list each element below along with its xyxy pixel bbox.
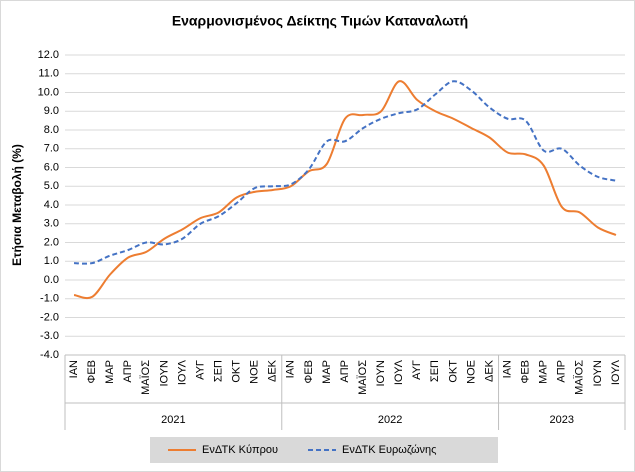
x-tick-label: ΙΑΝ (285, 360, 297, 378)
x-tick-label: ΑΠΡ (122, 360, 134, 383)
y-tick-label: 7.0 (44, 143, 59, 155)
legend-label: ΕνΔΤΚ Ευρωζώνης (342, 444, 436, 456)
x-tick-label: ΜΑΪΟΣ (357, 360, 369, 395)
y-tick-label: 0.0 (44, 274, 59, 286)
x-tick-label: ΙΟΥΝ (375, 360, 387, 387)
y-tick-label: 9.0 (44, 105, 59, 117)
x-tick-label: ΙΟΥΝ (158, 360, 170, 387)
y-tick-label: 12.0 (38, 49, 59, 61)
legend-label: ΕνΔΤΚ Κύπρου (202, 444, 278, 456)
y-tick-label: 2.0 (44, 236, 59, 248)
y-tick-label: -1.0 (40, 293, 59, 305)
x-tick-label: ΔΕΚ (267, 359, 279, 382)
x-tick-label: ΜΑΡ (321, 360, 333, 384)
x-tick-label: ΦΕΒ (520, 360, 532, 383)
y-tick-label: -2.0 (40, 311, 59, 323)
x-tick-label: ΙΑΝ (68, 360, 80, 378)
x-tick-label: ΦΕΒ (86, 360, 98, 383)
y-tick-label: 1.0 (44, 255, 59, 267)
chart-title: Εναρμονισμένος Δείκτης Τιμών Καταναλωτή (172, 13, 468, 29)
y-axis-title: Ετήσια Μεταβολή (%) (10, 144, 24, 266)
y-tick-label: 4.0 (44, 199, 59, 211)
x-tick-label: ΝΟΕ (249, 360, 261, 384)
y-tick-label: 10.0 (38, 86, 59, 98)
x-tick-label: ΟΚΤ (231, 360, 243, 383)
x-tick-label: ΑΥΓ (411, 360, 423, 380)
x-tick-label: ΑΠΡ (339, 360, 351, 383)
x-tick-label: ΑΥΓ (194, 360, 206, 380)
x-tick-label: ΙΟΥΛ (176, 359, 188, 385)
series-line (73, 80, 617, 300)
x-tick-label: ΜΑΪΟΣ (140, 360, 152, 395)
y-tick-label: 8.0 (44, 124, 59, 136)
x-group-label: 2022 (378, 414, 402, 426)
x-group-label: 2021 (161, 414, 185, 426)
x-tick-label: ΙΟΥΝ (592, 360, 604, 387)
x-tick-label: ΙΟΥΛ (393, 359, 405, 385)
x-tick-label: ΜΑΡ (538, 360, 550, 384)
x-tick-label: ΝΟΕ (465, 360, 477, 384)
x-tick-label: ΟΚΤ (447, 360, 459, 383)
x-tick-label: ΙΟΥΛ (610, 359, 622, 385)
x-group-label: 2023 (550, 414, 574, 426)
y-tick-label: -3.0 (40, 330, 59, 342)
x-tick-label: ΙΑΝ (501, 360, 513, 378)
x-tick-label: ΔΕΚ (483, 359, 495, 382)
x-tick-label: ΜΑΡ (104, 360, 116, 384)
y-tick-label: 3.0 (44, 218, 59, 230)
x-tick-label: ΜΑΪΟΣ (574, 360, 586, 395)
y-tick-label: 11.0 (38, 68, 59, 80)
y-tick-label: -4.0 (40, 349, 59, 361)
y-tick-label: 5.0 (44, 180, 59, 192)
series-line (74, 80, 617, 265)
x-tick-label: ΑΠΡ (556, 360, 568, 383)
x-tick-label: ΣΕΠ (212, 360, 224, 382)
x-tick-label: ΣΕΠ (429, 360, 441, 382)
x-tick-label: ΦΕΒ (303, 360, 315, 383)
y-tick-label: 6.0 (44, 161, 59, 173)
